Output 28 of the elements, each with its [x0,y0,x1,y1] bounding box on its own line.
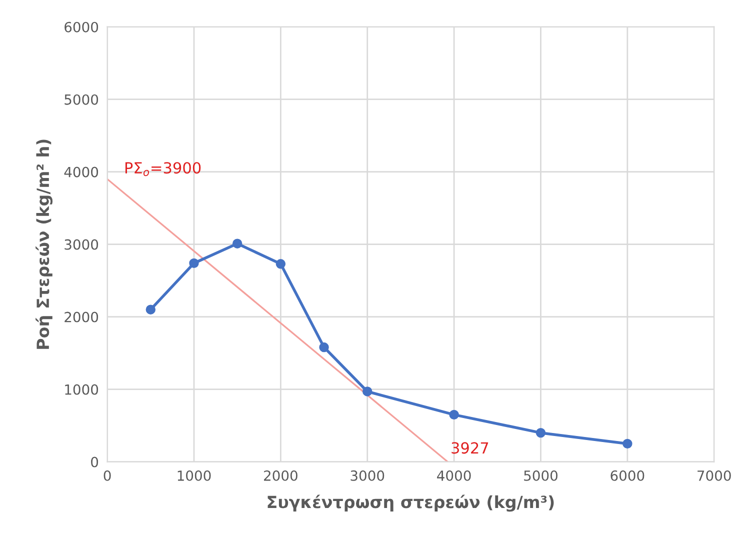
y-tick-label: 5000 [64,94,98,105]
point [536,428,546,438]
y-axis-title: Ροή Στερεών (kg/m² h) [36,140,53,349]
point [146,304,156,314]
y-tick-label: 0 [91,456,98,468]
x-tick-label: 4000 [437,470,471,481]
x-tick-label: 6000 [610,470,644,481]
y-tick-label: 4000 [64,166,98,178]
x-axis-title: Συγκέντρωση στερεών (kg/m³) [268,494,554,512]
y-tick-label: 2000 [64,312,98,322]
point [189,258,199,268]
point [319,342,329,352]
point [449,410,459,420]
y-tick-label: 3000 [64,239,98,250]
point [362,386,372,396]
y-tick-label: 1000 [65,384,98,395]
annotation: 3927 [452,442,488,454]
annotation: PΣ$_{o}$=3900 [125,162,201,176]
x-tick-label: 2000 [264,470,298,481]
x-tick-label: 7000 [698,470,731,481]
y-tick-label: 6000 [64,22,98,32]
point [276,259,286,269]
point [622,438,632,449]
point [232,238,242,248]
x-tick-label: 3000 [350,470,384,481]
x-tick-label: 1000 [178,470,211,481]
x-tick-label: 5000 [524,470,558,481]
x-tick-label: 0 [104,470,111,481]
